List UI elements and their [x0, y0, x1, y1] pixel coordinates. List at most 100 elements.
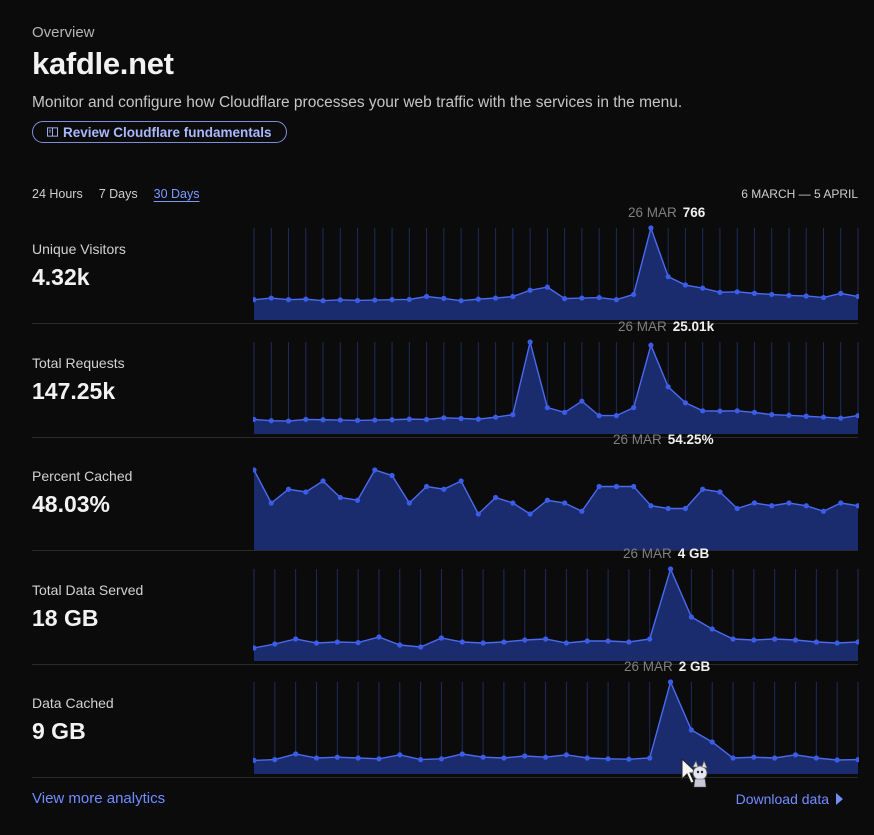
data-point[interactable]: [389, 297, 395, 303]
data-point[interactable]: [285, 418, 292, 424]
data-point[interactable]: [438, 756, 445, 762]
data-point[interactable]: [579, 508, 585, 514]
data-point[interactable]: [418, 644, 424, 650]
data-point[interactable]: [647, 755, 653, 761]
data-point[interactable]: [786, 500, 792, 506]
data-point[interactable]: [613, 413, 619, 419]
data-point[interactable]: [355, 755, 361, 761]
data-point[interactable]: [253, 645, 257, 651]
data-point[interactable]: [285, 297, 292, 303]
data-point[interactable]: [272, 641, 278, 647]
data-point[interactable]: [772, 636, 778, 642]
data-point[interactable]: [751, 290, 758, 296]
data-point[interactable]: [855, 639, 859, 645]
data-point[interactable]: [475, 416, 481, 422]
data-point[interactable]: [613, 297, 619, 303]
data-point[interactable]: [605, 638, 611, 644]
data-point[interactable]: [792, 637, 799, 643]
data-point[interactable]: [751, 637, 757, 643]
data-point[interactable]: [596, 413, 602, 419]
data-point[interactable]: [376, 756, 382, 762]
data-point[interactable]: [688, 614, 694, 620]
data-point[interactable]: [834, 757, 840, 763]
data-point[interactable]: [542, 754, 549, 760]
data-point[interactable]: [631, 291, 637, 298]
data-point[interactable]: [527, 339, 533, 345]
data-point[interactable]: [268, 295, 274, 301]
data-point[interactable]: [475, 511, 481, 517]
data-point[interactable]: [354, 417, 361, 423]
data-point[interactable]: [803, 413, 809, 419]
data-point[interactable]: [838, 500, 844, 506]
data-point[interactable]: [354, 297, 361, 304]
data-point[interactable]: [717, 408, 723, 414]
data-point[interactable]: [648, 503, 654, 509]
data-point[interactable]: [493, 295, 499, 301]
data-point[interactable]: [596, 483, 602, 490]
metric-sparkline-chart[interactable]: [253, 677, 859, 777]
data-point[interactable]: [320, 417, 326, 423]
data-point[interactable]: [418, 757, 424, 763]
data-point[interactable]: [717, 289, 723, 295]
data-point[interactable]: [596, 294, 602, 301]
data-point[interactable]: [786, 412, 792, 418]
data-point[interactable]: [855, 293, 859, 300]
data-point[interactable]: [253, 416, 257, 423]
data-point[interactable]: [441, 415, 447, 421]
data-point[interactable]: [563, 640, 570, 646]
data-point[interactable]: [272, 757, 278, 763]
data-point[interactable]: [813, 639, 819, 645]
data-point[interactable]: [480, 640, 486, 646]
data-point[interactable]: [631, 405, 637, 411]
data-point[interactable]: [293, 636, 299, 642]
data-point[interactable]: [389, 472, 395, 479]
data-point[interactable]: [423, 483, 430, 490]
data-point[interactable]: [626, 756, 632, 762]
tab-24-hours[interactable]: 24 Hours: [32, 187, 83, 201]
data-point[interactable]: [734, 505, 740, 512]
data-point[interactable]: [376, 634, 382, 640]
data-point[interactable]: [303, 489, 309, 495]
data-point[interactable]: [285, 486, 292, 492]
data-point[interactable]: [337, 417, 343, 423]
data-point[interactable]: [648, 342, 654, 348]
data-point[interactable]: [579, 398, 585, 404]
data-point[interactable]: [667, 566, 674, 572]
data-point[interactable]: [648, 225, 654, 231]
data-point[interactable]: [441, 486, 447, 492]
data-point[interactable]: [838, 415, 844, 421]
data-point[interactable]: [730, 636, 736, 642]
data-point[interactable]: [563, 752, 570, 758]
data-point[interactable]: [475, 296, 481, 302]
data-point[interactable]: [293, 751, 299, 757]
tab-7-days[interactable]: 7 Days: [98, 187, 138, 201]
data-point[interactable]: [458, 298, 464, 304]
data-point[interactable]: [667, 679, 674, 685]
data-point[interactable]: [372, 467, 378, 473]
metric-sparkline-chart[interactable]: [253, 337, 859, 437]
data-point[interactable]: [626, 639, 632, 645]
data-point[interactable]: [334, 639, 340, 645]
data-point[interactable]: [665, 384, 671, 390]
data-point[interactable]: [647, 636, 653, 642]
data-point[interactable]: [751, 754, 757, 760]
data-point[interactable]: [459, 751, 465, 757]
data-point[interactable]: [855, 413, 859, 419]
data-point[interactable]: [631, 483, 637, 490]
data-point[interactable]: [688, 727, 694, 733]
data-point[interactable]: [665, 505, 671, 512]
data-point[interactable]: [438, 635, 445, 641]
data-point[interactable]: [730, 755, 736, 761]
data-point[interactable]: [372, 297, 378, 303]
data-point[interactable]: [501, 755, 507, 761]
data-point[interactable]: [820, 414, 827, 420]
data-point[interactable]: [682, 505, 689, 512]
data-point[interactable]: [709, 626, 715, 632]
data-point[interactable]: [562, 500, 568, 506]
data-point[interactable]: [268, 500, 274, 506]
metric-sparkline-chart[interactable]: [253, 564, 859, 664]
data-point[interactable]: [820, 508, 827, 514]
data-point[interactable]: [734, 289, 740, 295]
data-point[interactable]: [834, 640, 840, 646]
data-point[interactable]: [584, 638, 590, 644]
